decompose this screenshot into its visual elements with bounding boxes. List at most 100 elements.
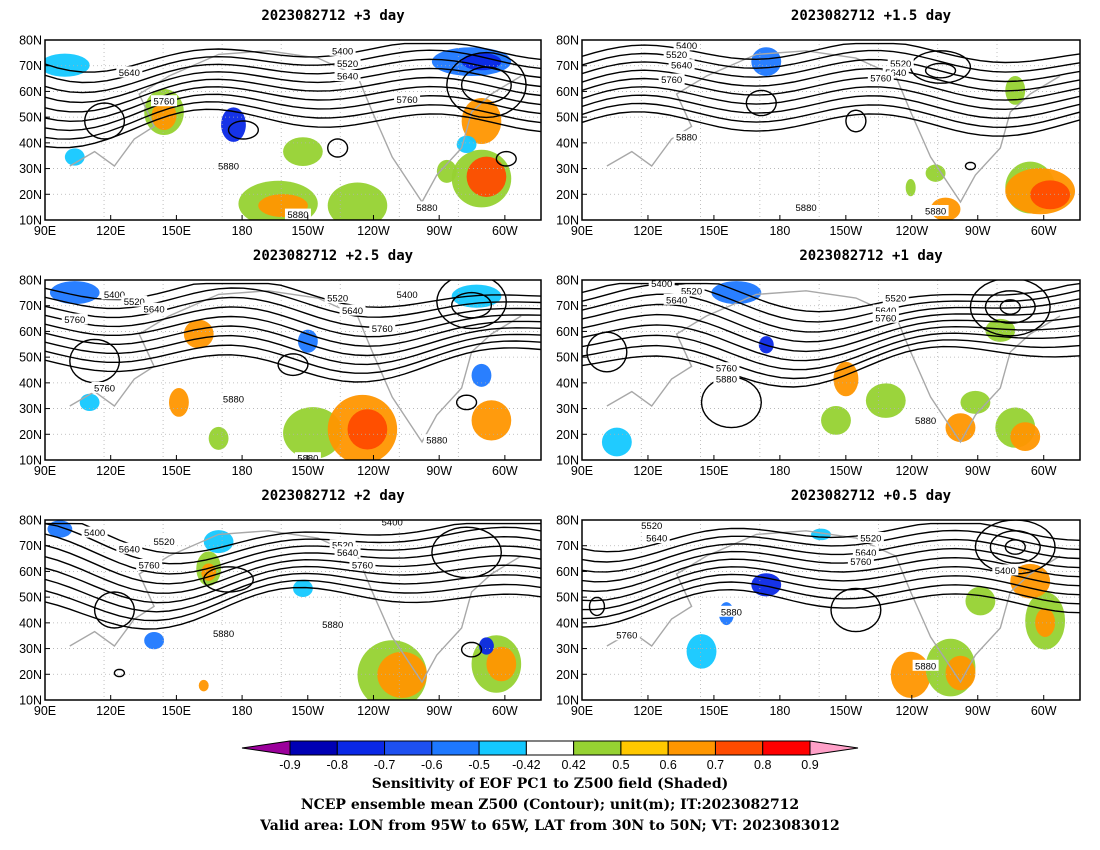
- contour-label-bg: [349, 559, 376, 570]
- contour-label-bg: [151, 535, 178, 547]
- contour-label-bg: [713, 373, 740, 384]
- lat-tick-label: 10N: [556, 454, 579, 468]
- sensitivity-shading: [293, 579, 313, 598]
- contour-label-bg: [394, 288, 421, 300]
- z500-contour-closed: [1004, 539, 1026, 555]
- lon-tick-label: 120E: [633, 464, 662, 478]
- lat-tick-label: 30N: [19, 642, 42, 656]
- contour-label: 5760: [870, 73, 891, 84]
- contour-label: 5880: [213, 629, 234, 640]
- z500-contour-closed: [277, 353, 309, 377]
- colorbar-swatch: [667, 740, 716, 756]
- z500-contour-closed: [745, 89, 777, 117]
- contour-label: 5640: [337, 72, 358, 83]
- lon-tick-label: 60W: [492, 704, 518, 718]
- contour-label: 5760: [94, 384, 115, 395]
- contour-label: 5760: [616, 631, 637, 642]
- contour-label-bg: [922, 205, 949, 216]
- lon-tick-label: 60W: [1031, 704, 1057, 718]
- lat-tick-label: 20N: [19, 188, 42, 202]
- contour-label: 5880: [322, 620, 343, 631]
- lon-tick-label: 120W: [895, 224, 928, 238]
- contour-label-bg: [613, 629, 640, 641]
- z500-contour-closed: [989, 530, 1041, 564]
- contour-label: 5400: [332, 46, 353, 57]
- z500-contour: [582, 573, 1080, 611]
- contour-label-bg: [329, 539, 356, 551]
- sensitivity-shading: [198, 679, 209, 692]
- z500-contour: [45, 315, 541, 347]
- contour-label: 5520: [153, 537, 174, 548]
- lat-tick-label: 70N: [556, 299, 579, 313]
- contour-label-bg: [324, 292, 351, 303]
- z500-contour: [45, 101, 541, 140]
- contour-label-bg: [668, 59, 695, 71]
- sensitivity-shading: [471, 400, 512, 441]
- lon-tick-label: 120E: [96, 704, 125, 718]
- lat-tick-label: 80N: [19, 514, 42, 528]
- z500-contour: [582, 547, 1080, 583]
- lat-tick-label: 40N: [19, 376, 42, 390]
- z500-contour-closed: [964, 161, 977, 171]
- contour-label-bg: [648, 280, 675, 289]
- lon-tick-label: 90E: [34, 704, 56, 718]
- lon-tick-label: 150E: [162, 704, 191, 718]
- contour-label: 5520: [124, 297, 145, 308]
- contour-label-bg: [61, 313, 88, 325]
- sensitivity-shading: [49, 281, 100, 305]
- lon-tick-label: 60W: [1031, 224, 1057, 238]
- contour-label: 5880: [676, 133, 697, 144]
- z500-contour: [582, 102, 1080, 129]
- colorbar-tick-label: -0.5: [468, 758, 490, 772]
- lon-tick-label: 90W: [965, 464, 991, 478]
- lat-tick-label: 40N: [556, 136, 579, 150]
- z500-contour: [582, 538, 1080, 573]
- lat-tick-label: 30N: [556, 162, 579, 176]
- z500-contour: [45, 287, 541, 318]
- contour-label-bg: [882, 66, 909, 78]
- z500-contour-closed: [460, 66, 512, 104]
- contour-label-bg: [673, 40, 700, 51]
- colorbar-swatch: [478, 740, 527, 756]
- contour-label: 5880: [218, 162, 239, 173]
- z500-contour: [582, 324, 1080, 362]
- lat-tick-label: 60N: [556, 325, 579, 339]
- contour-label: 5760: [661, 75, 682, 86]
- caption-line-2: NCEP ensemble mean Z500 (Contour); unit(…: [300, 797, 800, 813]
- lon-tick-label: 90W: [426, 224, 452, 238]
- contour-label-bg: [882, 292, 909, 303]
- lon-tick-label: 150W: [291, 704, 324, 718]
- z500-contour-closed: [830, 587, 882, 633]
- sensitivity-shading: [466, 156, 507, 197]
- sensitivity-shading: [686, 634, 717, 669]
- lon-tick-label: 150W: [291, 224, 324, 238]
- z500-contour-closed: [845, 109, 867, 133]
- lon-tick-label: 90W: [426, 704, 452, 718]
- sensitivity-shading: [1035, 608, 1056, 637]
- sensitivity-shading: [925, 164, 946, 182]
- contour-label-bg: [678, 284, 705, 296]
- lat-tick-label: 20N: [19, 668, 42, 682]
- z500-contour-closed: [999, 299, 1021, 315]
- z500-contour: [45, 522, 541, 565]
- contour-label: 5760: [139, 561, 160, 572]
- coastline: [69, 290, 522, 444]
- lat-tick-label: 50N: [556, 111, 579, 125]
- lon-tick-label: 90E: [34, 224, 56, 238]
- lat-tick-label: 30N: [556, 402, 579, 416]
- lat-tick-label: 30N: [19, 162, 42, 176]
- sensitivity-shading: [865, 383, 906, 418]
- lat-tick-label: 80N: [19, 274, 42, 288]
- contour-label: 5520: [332, 541, 353, 552]
- contour-label: 5880: [915, 416, 936, 427]
- contour-label: 5640: [144, 304, 165, 315]
- contour-label: 5760: [850, 557, 871, 568]
- lon-tick-label: 60W: [1031, 464, 1057, 478]
- map-plot-area: 5400 5520 5640 5640 5760 5760 5880 5880 5880: [45, 40, 541, 220]
- lat-tick-label: 50N: [19, 111, 42, 125]
